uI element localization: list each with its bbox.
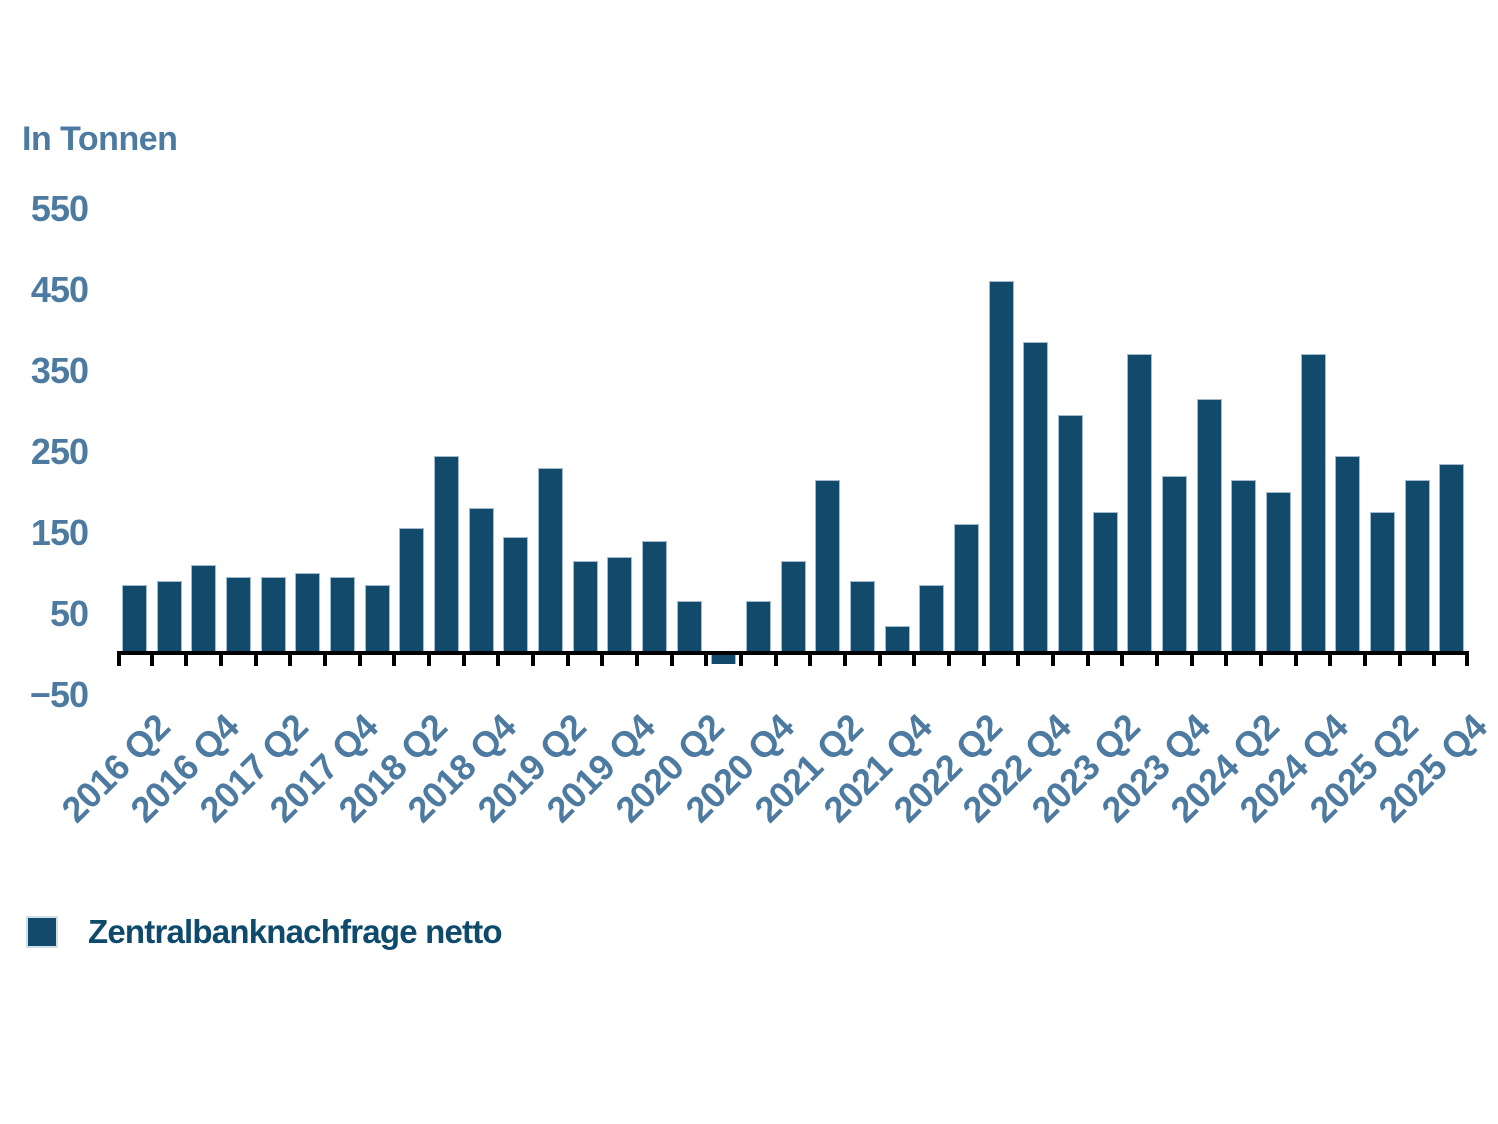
x-axis-tick [357,651,362,666]
legend-label: Zentralbanknachfrage netto [88,913,503,950]
x-axis-tick [947,651,951,666]
x-axis-tick [704,651,709,666]
y-axis-tick-label: 350 [30,349,89,391]
x-axis-tick [427,651,431,666]
bar-2019-q1 [503,536,529,654]
x-axis-tick [877,651,882,666]
bar-2019-q3 [572,560,598,654]
x-axis-tick [1155,651,1159,666]
x-axis-tick [1328,651,1333,666]
x-axis-tick [1224,651,1229,666]
bar-2025-q4 [1439,463,1465,654]
y-axis-tick-label: 450 [30,268,89,310]
x-axis-tick [565,651,570,666]
x-axis-line [117,651,1469,655]
bar-2016-q4 [191,564,217,654]
x-axis-tick [1016,651,1021,666]
bar-2023-q4 [1161,475,1187,654]
y-axis-tick-label: 250 [30,430,89,472]
bar-2020-q3 [711,652,737,665]
bar-2024-q4 [1300,354,1326,654]
x-axis-tick [1397,651,1402,666]
y-axis-tick-label: 550 [30,187,89,229]
bar-2023-q3 [1127,354,1153,654]
x-axis-tick [288,651,293,666]
bar-2023-q2 [1092,512,1118,654]
bar-2025-q1 [1335,455,1361,654]
x-axis-tick [531,651,535,666]
x-axis-tick [1465,651,1469,666]
x-axis-tick [219,651,223,666]
x-axis-tick [1293,651,1298,666]
y-axis-title: In Tonnen [22,120,178,158]
bar-2020-q4 [745,601,771,654]
x-axis-tick [1259,651,1263,666]
x-axis-tick [149,651,154,666]
bar-2025-q2 [1369,512,1395,654]
x-axis-tick [669,651,674,666]
bar-2017-q2 [260,577,286,654]
x-axis-tick [843,651,847,666]
y-axis-tick-label: 50 [49,592,89,634]
x-axis-tick [1363,651,1367,666]
bar-2024-q1 [1196,398,1222,654]
x-axis-tick [1432,651,1437,666]
y-axis-tick-label: 150 [30,511,89,553]
bar-2019-q4 [607,556,633,654]
x-axis-tick [1189,651,1194,666]
bar-2018-q1 [364,585,390,654]
bar-2024-q3 [1265,492,1291,654]
bar-2022-q2 [953,524,979,654]
x-axis-tick [1085,651,1090,666]
x-axis-tick [323,651,327,666]
x-axis-tick [635,651,639,666]
bar-2017-q3 [295,573,321,654]
bar-2021-q2 [815,479,841,654]
x-axis-tick [808,651,813,666]
x-axis-tick [496,651,501,666]
bar-2024-q2 [1231,479,1257,654]
bar-2023-q1 [1057,415,1083,654]
bar-2017-q4 [329,577,355,654]
x-axis-tick [773,651,778,666]
bar-2019-q2 [537,467,563,654]
bar-2016-q3 [156,581,182,654]
bar-2021-q3 [849,581,875,654]
x-axis-tick [184,651,189,666]
bar-2022-q1 [919,585,945,654]
bar-2020-q1 [641,540,667,654]
bar-2021-q4 [884,625,910,654]
y-axis-tick-label: −50 [29,673,89,715]
bar-2025-q3 [1404,479,1430,654]
bar-2022-q3 [988,281,1014,654]
bar-2018-q4 [468,508,494,654]
x-axis-tick [912,651,917,666]
x-axis-tick [600,651,605,666]
x-axis-tick [253,651,258,666]
x-axis-tick [1051,651,1055,666]
legend-swatch [26,916,58,948]
x-axis-tick [981,651,986,666]
x-axis-tick [1120,651,1125,666]
bar-2018-q3 [433,455,459,654]
bar-2016-q2 [121,585,147,654]
bar-2021-q1 [780,560,806,654]
x-axis-tick [117,651,121,666]
bar-2018-q2 [399,528,425,654]
bar-2017-q1 [225,577,251,654]
bar-2020-q2 [676,601,702,654]
x-axis-tick [392,651,397,666]
legend: Zentralbanknachfrage netto [26,913,503,951]
x-axis-tick [739,651,743,666]
bar-2022-q4 [1023,342,1049,654]
x-axis-tick [461,651,466,666]
